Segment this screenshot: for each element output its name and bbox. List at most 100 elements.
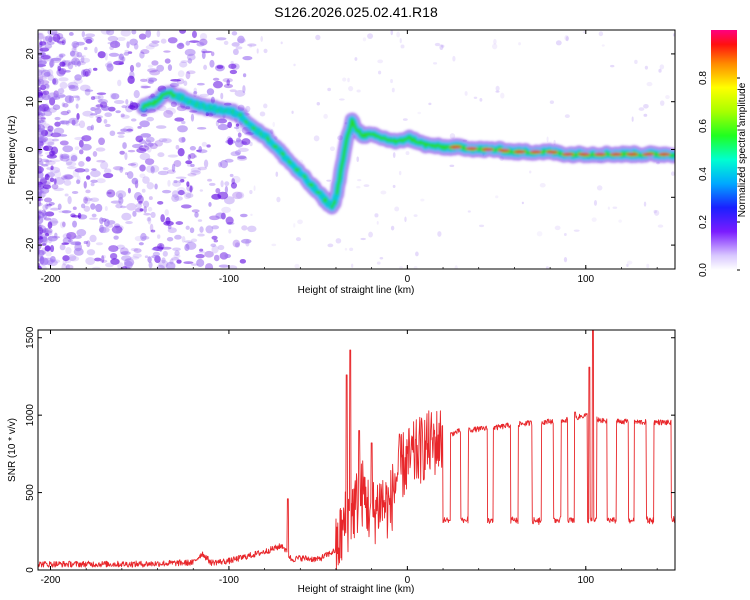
spectrogram-noise-blob (38, 57, 43, 64)
snr-frame (37, 329, 676, 571)
spectrogram-noise-blob (178, 179, 184, 183)
spectrogram-noise-blob (160, 38, 167, 44)
spectrogram-noise-blob (50, 57, 62, 63)
spectrogram-noise-blob (49, 207, 60, 211)
spectrogram-noise-blob (190, 167, 202, 173)
spectrogram-noise-blob (119, 150, 125, 155)
spectrogram-noise-blob (125, 98, 129, 105)
spectrogram-noise-blob (139, 152, 151, 161)
spectrogram-noise-blob (101, 255, 105, 263)
spectrogram-noise-blob (215, 187, 221, 194)
spectrogram-noise-blob (147, 68, 158, 73)
spectrogram-noise-blob (225, 216, 234, 225)
spectrogram-noise-blob (573, 229, 580, 232)
spectrogram-noise-blob (151, 60, 159, 66)
spectrogram-noise-blob (58, 53, 66, 57)
spectrogram-noise-blob (329, 146, 335, 152)
spectrogram-noise-blob (84, 196, 91, 205)
spectrogram-noise-blob (231, 42, 240, 47)
spectrogram-noise-blob (167, 37, 178, 44)
spectrogram-noise-blob (74, 168, 86, 173)
spectrogram-noise-blob (39, 80, 50, 85)
spectrogram-noise-blob (184, 240, 193, 243)
spectrogram-noise-blob (147, 79, 154, 84)
spectrogram-noise-blob (349, 247, 354, 252)
spectrogram-noise-blob (38, 62, 44, 69)
spectrogram-noise-blob (63, 179, 72, 186)
spectrogram-noise-blob (97, 51, 106, 59)
spectrogram-noise-blob (601, 44, 605, 47)
spectrogram-noise-blob (672, 33, 675, 37)
spectrogram-noise-blob (83, 180, 87, 189)
spectrogram-noise-blob (653, 209, 657, 214)
spectrogram-noise-blob (256, 48, 259, 54)
ridge-core (561, 152, 574, 156)
spectrogram-noise-blob (197, 233, 205, 237)
spectrogram-noise-blob (40, 112, 46, 117)
spectrogram-noise-blob (420, 198, 425, 202)
spectrogram-noise-blob (121, 105, 128, 109)
spectrogram-noise-blob (127, 163, 137, 166)
snr-x-tick-label: -100 (219, 575, 239, 586)
spectrogram-noise-blob (135, 203, 142, 209)
spectrogram-noise-blob (151, 247, 158, 251)
spectrogram-noise-blob (94, 46, 98, 54)
spectrogram-noise-blob (392, 184, 396, 188)
spectrogram-noise-blob (44, 229, 49, 234)
spectrogram-noise-blob (76, 51, 83, 58)
spectrogram-noise-blob (49, 177, 55, 183)
spectrogram-noise-blob (154, 183, 158, 190)
spectrogram-noise-blob (185, 40, 190, 46)
spectrogram-noise-blob (46, 145, 54, 150)
spectrogram-noise-blob (104, 52, 108, 61)
spectrogram-noise-blob (74, 243, 83, 252)
spectrogram-noise-blob (618, 219, 622, 223)
spectrogram-noise-blob (58, 134, 68, 137)
spectrogram-noise-blob (171, 190, 179, 198)
spectrogram-noise-blob (189, 185, 193, 193)
spectrogram-noise-blob (417, 111, 422, 115)
spectrogram-noise-blob (94, 257, 102, 262)
spectrogram-noise-blob (166, 169, 176, 174)
spectrogram-noise-blob (38, 154, 44, 157)
spectrogram-noise-blob (61, 263, 67, 269)
spectrogram-noise-blob (70, 213, 76, 218)
spectrogram-noise-blob (60, 110, 69, 116)
spectrogram-noise-blob (57, 203, 62, 210)
spectrogram-noise-blob (342, 77, 347, 82)
ridge-core (449, 145, 462, 149)
spectrogram-noise-blob (399, 38, 402, 44)
spectrogram-noise-blob (529, 170, 532, 174)
spectrogram-noise-blob (50, 57, 62, 61)
spectrogram-noise-blob (227, 265, 238, 269)
spectrogram-noise-blob (38, 117, 46, 120)
spectrogram-noise-blob (126, 128, 134, 132)
spectrogram-noise-blob (232, 191, 243, 200)
spectrogram-noise-blob (64, 174, 74, 180)
spectrogram-noise-blob (376, 220, 379, 225)
spectrogram-noise-blob (165, 107, 176, 115)
spectrogram-noise-blob (658, 68, 662, 73)
spectrogram-noise-blob (120, 30, 131, 37)
spectrogram-noise-blob (179, 61, 188, 68)
spectrogram-noise-blob (47, 221, 53, 229)
spectrogram-noise-blob (237, 38, 247, 43)
spectrogram-noise-blob (47, 107, 57, 113)
spectrogram-noise-blob (205, 263, 214, 269)
spectrogram-noise-blob (41, 247, 46, 255)
spectrogram-y-tick-label: -20 (25, 237, 36, 252)
spectrogram-noise-blob (72, 42, 77, 51)
spectrogram-noise-blob (187, 58, 193, 64)
spectrogram-noise-blob (38, 124, 41, 131)
spectrogram-noise-blob (84, 88, 91, 96)
spectrogram-noise-blob (47, 141, 55, 146)
spectrogram-noise-blob (106, 30, 115, 36)
ridge-core (626, 152, 639, 156)
spectrogram-noise-blob (89, 115, 94, 119)
ridge-blob (218, 107, 226, 114)
spectrogram-noise-blob (360, 237, 366, 241)
spectrogram-noise-blob (196, 258, 205, 267)
spectrogram-noise-blob (120, 205, 127, 209)
spectrogram-noise-blob (452, 55, 456, 62)
